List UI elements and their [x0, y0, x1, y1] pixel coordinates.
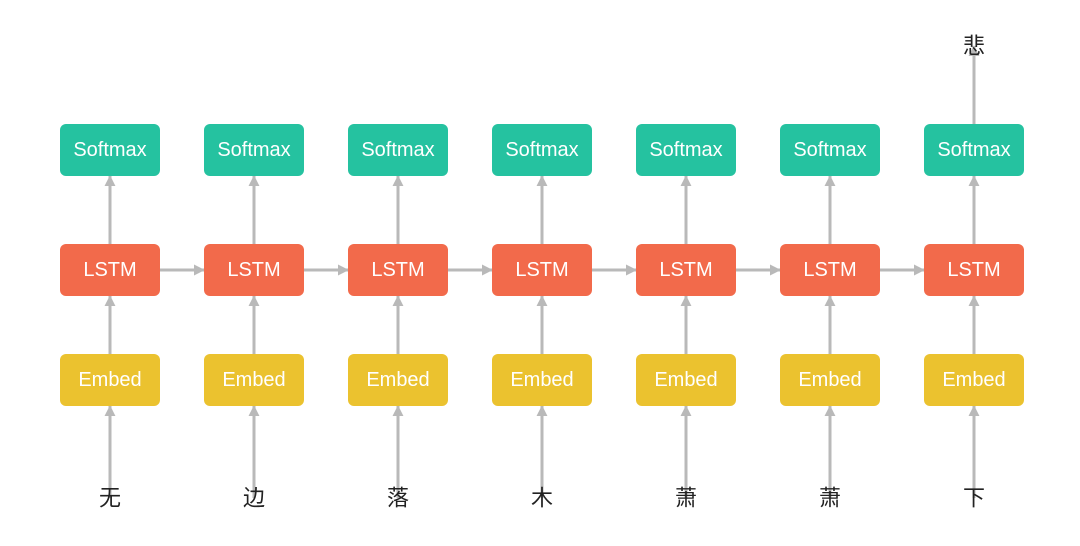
lstm-node: LSTM: [636, 244, 736, 296]
softmax-node: Softmax: [924, 124, 1024, 176]
softmax-node: Softmax: [204, 124, 304, 176]
input-token: 下: [963, 486, 985, 511]
lstm-label: LSTM: [227, 259, 280, 281]
embed-node: Embed: [780, 354, 880, 406]
embed-node: Embed: [204, 354, 304, 406]
embed-label: Embed: [798, 369, 861, 391]
input-token: 落: [387, 486, 409, 511]
lstm-label: LSTM: [659, 259, 712, 281]
input-token: 木: [531, 486, 553, 511]
softmax-node: Softmax: [636, 124, 736, 176]
embed-node: Embed: [60, 354, 160, 406]
embed-label: Embed: [366, 369, 429, 391]
softmax-node: Softmax: [348, 124, 448, 176]
embed-label: Embed: [942, 369, 1005, 391]
lstm-label: LSTM: [947, 259, 1000, 281]
lstm-diagram: Softmax LSTM Embed Softmax LSTM Embed Softmax L…: [0, 0, 1080, 546]
output-token: 悲: [963, 34, 985, 59]
softmax-label: Softmax: [73, 139, 146, 161]
embed-node: Embed: [636, 354, 736, 406]
lstm-label: LSTM: [83, 259, 136, 281]
input-token: 无: [99, 486, 121, 511]
lstm-label: LSTM: [515, 259, 568, 281]
softmax-node: Softmax: [492, 124, 592, 176]
lstm-node: LSTM: [492, 244, 592, 296]
softmax-node: Softmax: [60, 124, 160, 176]
softmax-label: Softmax: [217, 139, 290, 161]
softmax-label: Softmax: [649, 139, 722, 161]
softmax-label: Softmax: [505, 139, 578, 161]
embed-label: Embed: [78, 369, 141, 391]
embed-label: Embed: [510, 369, 573, 391]
embed-node: Embed: [348, 354, 448, 406]
softmax-label: Softmax: [793, 139, 866, 161]
softmax-node: Softmax: [780, 124, 880, 176]
lstm-node: LSTM: [348, 244, 448, 296]
lstm-label: LSTM: [803, 259, 856, 281]
lstm-node: LSTM: [204, 244, 304, 296]
softmax-label: Softmax: [361, 139, 434, 161]
softmax-label: Softmax: [937, 139, 1010, 161]
lstm-node: LSTM: [924, 244, 1024, 296]
embed-label: Embed: [222, 369, 285, 391]
lstm-label: LSTM: [371, 259, 424, 281]
lstm-node: LSTM: [60, 244, 160, 296]
input-token: 边: [243, 486, 265, 511]
embed-label: Embed: [654, 369, 717, 391]
embed-node: Embed: [492, 354, 592, 406]
lstm-node: LSTM: [780, 244, 880, 296]
embed-node: Embed: [924, 354, 1024, 406]
input-token: 萧: [819, 486, 841, 511]
input-token: 萧: [675, 486, 697, 511]
